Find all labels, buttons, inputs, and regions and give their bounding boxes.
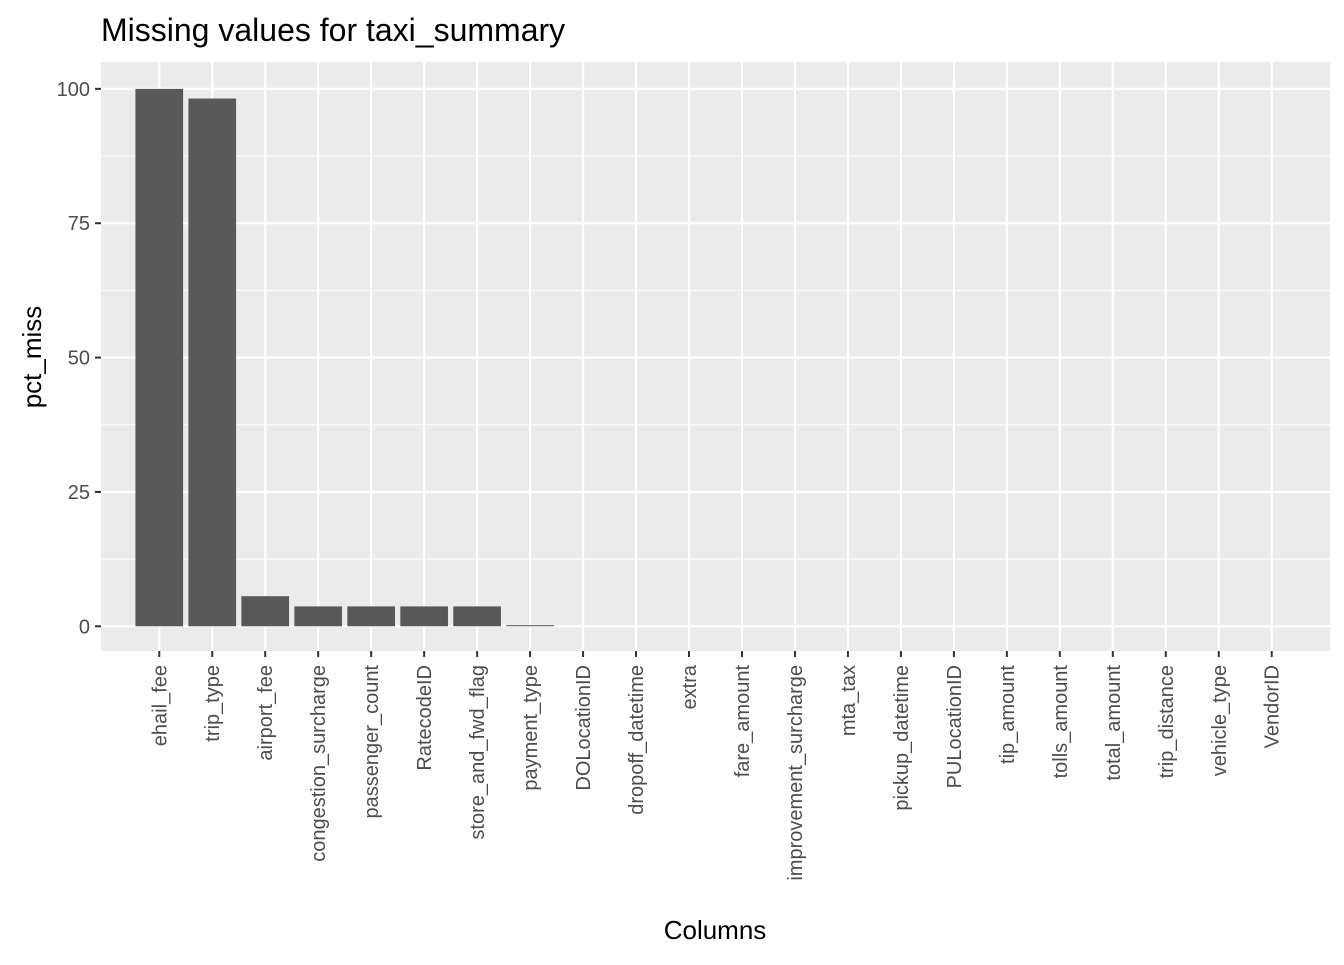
x-tick-label: dropoff_datetime	[626, 665, 648, 815]
x-tick-label: payment_type	[520, 665, 542, 791]
y-tick-label: 50	[68, 348, 90, 370]
x-tick-label: congestion_surcharge	[308, 665, 330, 862]
x-tick-label: extra	[679, 664, 701, 709]
x-tick-label: mta_tax	[838, 665, 860, 736]
x-tick-label: fare_amount	[732, 665, 754, 778]
x-tick-label: tip_amount	[997, 665, 1019, 764]
bar-passenger_count	[347, 606, 396, 627]
y-axis-title: pct_miss	[17, 306, 47, 409]
x-tick-label: vehicle_type	[1209, 665, 1231, 776]
x-tick-label: VendorID	[1262, 665, 1284, 748]
bar-RatecodeID	[400, 606, 448, 627]
bar-congestion_surcharge	[294, 606, 343, 627]
y-tick-label: 0	[79, 616, 90, 638]
x-axis: ehail_fee trip_type airport_fee congestion_…	[149, 651, 1284, 881]
y-tick-label: 25	[68, 482, 90, 504]
x-tick-label: passenger_count	[361, 665, 383, 819]
x-tick-label: total_amount	[1103, 665, 1125, 781]
x-tick-label: DOLocationID	[573, 665, 595, 791]
x-tick-label: trip_distance	[1156, 665, 1178, 778]
bar-ehail_fee	[135, 88, 184, 627]
y-tick-label: 100	[57, 79, 90, 101]
x-axis-title: Columns	[664, 915, 767, 945]
x-tick-label: trip_type	[202, 665, 224, 742]
bar-airport_fee	[241, 596, 290, 627]
bars	[135, 88, 554, 627]
x-tick-label: RatecodeID	[414, 665, 436, 771]
x-tick-label: improvement_surcharge	[785, 665, 807, 881]
x-tick-label: airport_fee	[255, 665, 277, 761]
bar-trip_type	[188, 98, 237, 627]
x-tick-label: tolls_amount	[1050, 665, 1072, 779]
chart-title: Missing values for taxi_summary	[101, 12, 565, 48]
x-tick-label: ehail_fee	[149, 665, 171, 746]
bar-payment_type	[506, 625, 554, 627]
x-tick-label: store_and_fwd_flag	[467, 665, 489, 840]
y-axis: 0 25 50 75 100	[57, 79, 101, 638]
x-tick-label: PULocationID	[944, 665, 966, 788]
bar-store_and_fwd_flag	[453, 606, 501, 627]
x-tick-label: pickup_datetime	[891, 665, 913, 811]
y-tick-label: 75	[68, 213, 90, 235]
